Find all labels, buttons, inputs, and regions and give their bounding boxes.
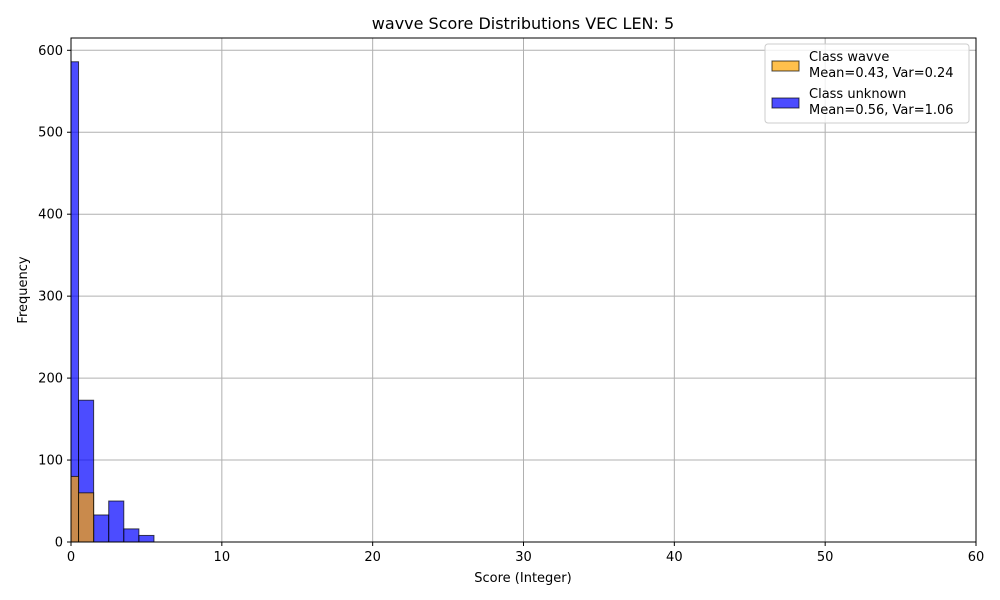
histogram-bar-class-unknown: [123, 528, 140, 543]
legend-label-unknown-name: Class unknown: [809, 87, 906, 102]
y-tick-label: 200: [38, 372, 63, 387]
y-tick-label: 300: [38, 290, 63, 305]
y-tick-label: 100: [38, 454, 63, 469]
legend-swatch-unknown: [771, 97, 800, 109]
y-axis-label: Frequency: [16, 256, 31, 323]
legend: Class wavve Mean=0.43, Var=0.24 Class un…: [764, 43, 970, 124]
legend-label-wavve-name: Class wavve: [809, 50, 889, 65]
x-tick-label: 30: [515, 550, 532, 565]
histogram-bar-class-unknown: [108, 500, 125, 543]
x-tick-label: 0: [67, 550, 75, 565]
histogram-bar-class-unknown: [93, 514, 110, 543]
x-tick-label: 10: [214, 550, 231, 565]
x-axis-label: Score (Integer): [474, 571, 571, 586]
x-tick-label: 50: [817, 550, 834, 565]
histogram-bar-class-wavve: [78, 492, 95, 543]
chart-title: wavve Score Distributions VEC LEN: 5: [372, 14, 674, 33]
x-tick-label: 20: [364, 550, 381, 565]
legend-label-wavve-stats: Mean=0.43, Var=0.24: [809, 66, 954, 81]
y-tick-label: 400: [38, 208, 63, 223]
legend-box: [764, 43, 970, 124]
legend-label-unknown-stats: Mean=0.56, Var=1.06: [809, 103, 954, 118]
histogram-bar-class-unknown: [138, 534, 155, 543]
histogram-bar-class-unknown: [70, 61, 80, 543]
y-tick-label: 600: [38, 44, 63, 59]
histogram-bar-class-wavve: [70, 475, 80, 543]
y-tick-label: 0: [55, 536, 63, 551]
x-tick-label: 60: [968, 550, 985, 565]
legend-swatch-wavve: [771, 60, 800, 72]
y-tick-label: 500: [38, 126, 63, 141]
x-tick-label: 40: [666, 550, 683, 565]
